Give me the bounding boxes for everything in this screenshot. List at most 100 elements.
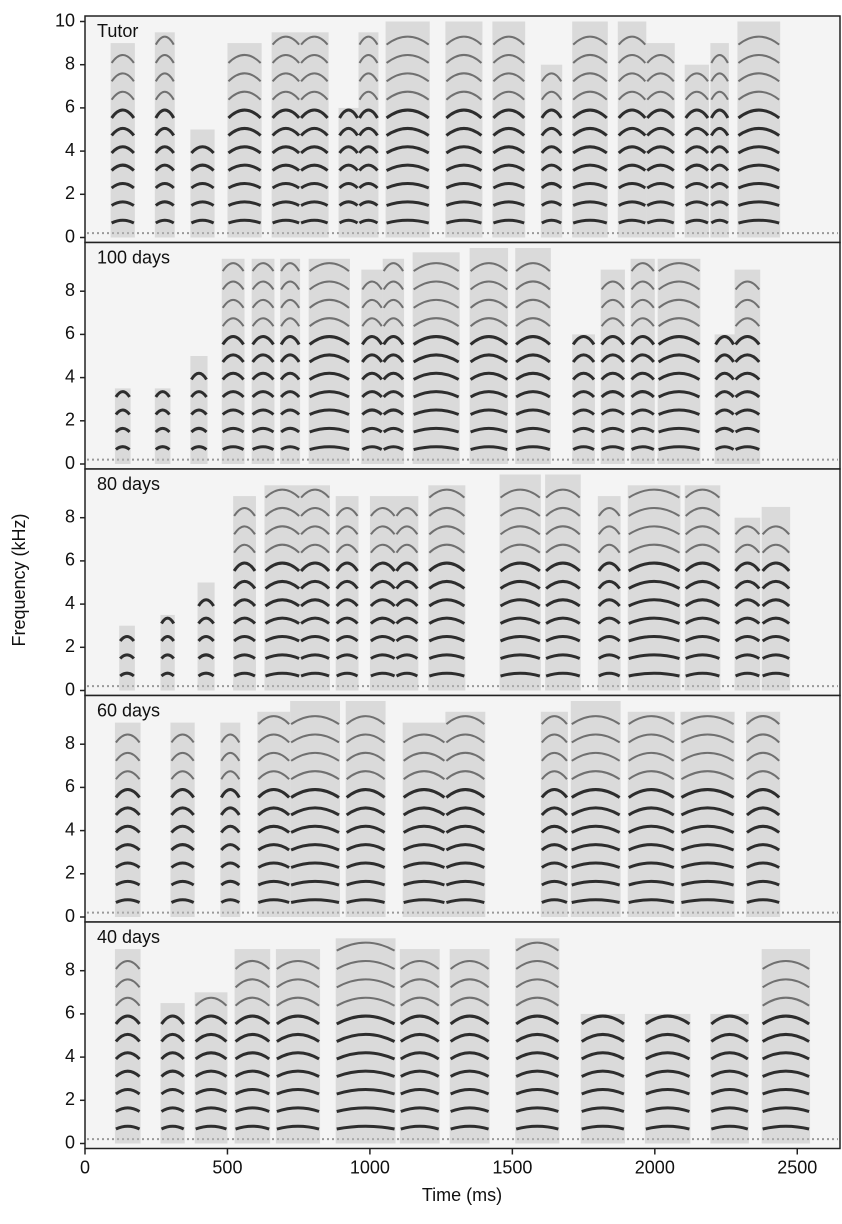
- harmonic: [572, 90, 608, 101]
- harmonic: [346, 861, 386, 869]
- syllable: [220, 722, 241, 917]
- harmonic: [746, 751, 780, 762]
- harmonic: [346, 751, 386, 762]
- syllable: [251, 258, 275, 464]
- harmonic: [515, 335, 551, 346]
- harmonic: [233, 525, 256, 535]
- harmonic: [221, 317, 245, 327]
- harmonic: [271, 145, 301, 155]
- harmonic: [761, 561, 791, 572]
- harmonic: [338, 126, 359, 137]
- y-tick-label: 6: [65, 1003, 75, 1023]
- syllable-energy: [445, 711, 486, 917]
- harmonic: [264, 598, 300, 608]
- harmonic: [734, 616, 761, 625]
- harmonic: [300, 72, 329, 82]
- harmonic: [170, 879, 195, 887]
- harmonic: [710, 1032, 749, 1043]
- syllable: [338, 107, 359, 238]
- harmonic: [515, 280, 551, 291]
- harmonic: [580, 1032, 625, 1043]
- syllable: [194, 992, 228, 1144]
- harmonic: [257, 715, 290, 725]
- harmonic: [190, 218, 215, 225]
- y-tick-label: 0: [65, 679, 75, 699]
- harmonic: [540, 72, 563, 82]
- syllable: [644, 1013, 691, 1144]
- syllable: [710, 43, 730, 238]
- harmonic: [309, 280, 350, 291]
- harmonic: [221, 335, 245, 346]
- harmonic: [572, 182, 608, 190]
- harmonic: [370, 525, 396, 535]
- harmonic: [346, 898, 385, 904]
- harmonic: [345, 843, 386, 852]
- harmonic: [710, 126, 730, 137]
- harmonic: [115, 879, 141, 887]
- x-axis-label: Time (ms): [422, 1185, 502, 1205]
- harmonic: [500, 653, 541, 660]
- syllable-energy: [300, 485, 331, 691]
- harmonic: [280, 390, 301, 399]
- harmonic: [545, 579, 581, 590]
- syllable: [395, 496, 419, 691]
- harmonic: [645, 1069, 691, 1078]
- harmonic: [257, 824, 291, 834]
- harmonic: [657, 371, 701, 381]
- syllable: [257, 711, 291, 917]
- harmonic: [395, 506, 419, 517]
- harmonic: [734, 371, 761, 381]
- syllable: [515, 248, 551, 464]
- harmonic: [154, 90, 175, 101]
- harmonic: [190, 426, 208, 434]
- harmonic: [338, 200, 359, 207]
- harmonic: [119, 671, 135, 678]
- harmonic: [160, 671, 175, 678]
- harmonic: [251, 445, 275, 451]
- syllable-energy: [114, 388, 131, 464]
- harmonic: [734, 525, 761, 535]
- syllable: [710, 1013, 749, 1144]
- harmonic: [276, 996, 320, 1007]
- syllable-energy: [600, 269, 625, 464]
- harmonic: [710, 1088, 749, 1096]
- harmonic: [220, 733, 241, 743]
- harmonic: [194, 1051, 228, 1061]
- harmonic: [680, 861, 735, 869]
- harmonic: [627, 806, 675, 817]
- harmonic: [110, 126, 136, 137]
- harmonic: [233, 635, 256, 643]
- syllable: [627, 485, 681, 691]
- harmonic: [336, 1069, 396, 1078]
- harmonic: [382, 445, 404, 451]
- harmonic: [428, 598, 466, 608]
- harmonic: [746, 879, 780, 887]
- x-tick-label: 2000: [635, 1157, 675, 1177]
- harmonic: [617, 163, 647, 172]
- harmonic: [597, 525, 621, 535]
- harmonic: [499, 598, 541, 608]
- harmonic: [445, 843, 486, 852]
- harmonic: [762, 978, 810, 989]
- harmonic: [762, 1088, 810, 1096]
- x-tick-label: 500: [212, 1157, 242, 1177]
- harmonic: [685, 653, 720, 660]
- harmonic: [335, 653, 359, 660]
- harmonic: [382, 280, 404, 291]
- harmonic: [571, 806, 621, 817]
- harmonic: [737, 163, 780, 172]
- harmonic: [309, 408, 350, 416]
- harmonic: [335, 561, 359, 572]
- y-tick-label: 0: [65, 1132, 75, 1152]
- syllable-energy: [114, 949, 141, 1144]
- syllable: [761, 506, 791, 691]
- harmonic: [545, 506, 581, 517]
- harmonic: [469, 408, 508, 416]
- harmonic: [280, 317, 300, 327]
- harmonic: [628, 861, 675, 869]
- harmonic: [617, 126, 647, 137]
- harmonic: [500, 671, 541, 678]
- harmonic: [445, 770, 485, 780]
- harmonic: [572, 200, 608, 207]
- harmonic: [194, 1088, 228, 1096]
